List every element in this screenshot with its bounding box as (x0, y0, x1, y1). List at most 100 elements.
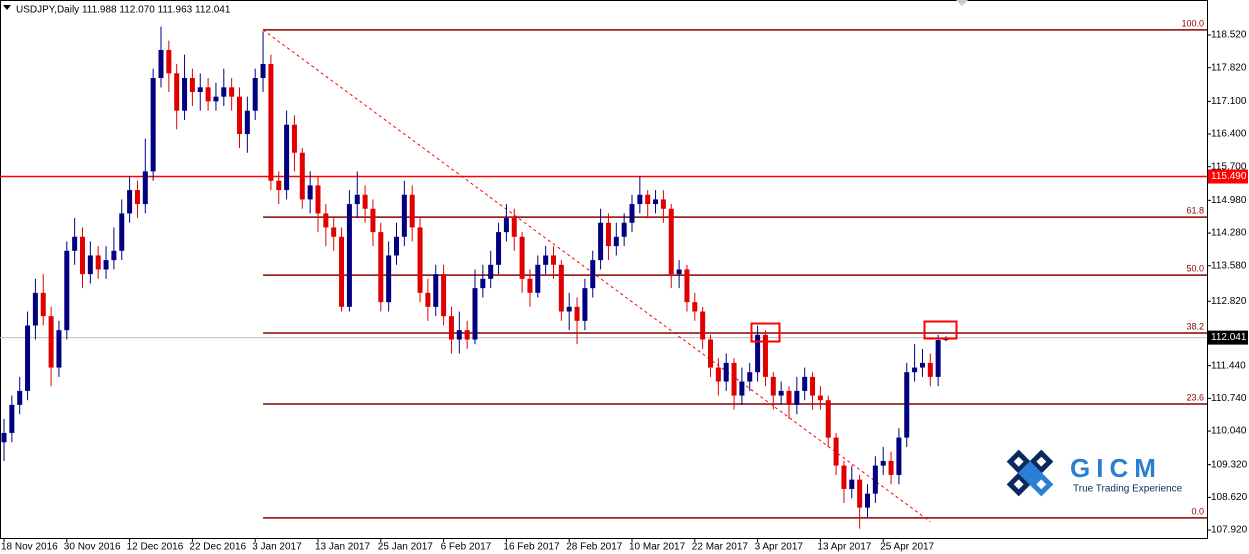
candle-body (276, 180, 282, 191)
logo-mark (1006, 449, 1054, 497)
highlight-box (923, 320, 958, 340)
candle-body (174, 73, 180, 111)
candle-body (182, 77, 188, 111)
candle-body (268, 63, 274, 181)
candle-body (9, 404, 15, 433)
candle-body (865, 493, 870, 508)
candle-body (134, 190, 140, 205)
candle-body (794, 390, 800, 405)
x-tick-label: 13 Apr 2017 (817, 542, 871, 553)
x-tick-label: 25 Apr 2017 (880, 542, 934, 553)
candle-body (40, 292, 46, 317)
candle-body (511, 218, 517, 237)
fib-label: 0.0 (1191, 506, 1204, 516)
x-tick-label: 30 Nov 2016 (64, 542, 121, 553)
candle-body (566, 306, 572, 312)
candle-body (323, 213, 329, 228)
candle-body (621, 222, 627, 237)
candle-body (354, 194, 360, 205)
y-tick-label: 107.920 (1211, 525, 1248, 536)
candle-body (433, 274, 439, 307)
fib-label: 50.0 (1186, 263, 1204, 273)
candle-body (503, 218, 509, 233)
candle-body (551, 255, 556, 265)
candle-body (166, 49, 172, 74)
candle-body (684, 269, 690, 303)
candle-body (386, 255, 392, 303)
candle-body (425, 292, 431, 307)
candle-body (629, 204, 635, 223)
candle-body (825, 400, 831, 438)
candle-body (817, 395, 823, 401)
y-tick-label: 116.400 (1211, 129, 1247, 140)
x-tick-label: 10 Mar 2017 (629, 542, 686, 553)
candle-body (637, 194, 643, 205)
candle-body (291, 124, 297, 153)
x-tick-label: 12 Dec 2016 (127, 542, 184, 553)
price-tag (1208, 169, 1248, 184)
logo: GICM True Trading Experience (1006, 449, 1183, 497)
candle-body (127, 190, 133, 214)
candle-body (582, 288, 588, 321)
candle-body (668, 208, 674, 275)
candle-body (362, 194, 368, 209)
candle-body (613, 236, 619, 247)
candle-body (700, 311, 706, 340)
candle-body (810, 376, 816, 396)
candle-body (692, 302, 698, 312)
candle-body (456, 330, 462, 340)
candle-body (95, 255, 101, 270)
candle-body (927, 362, 933, 377)
candle-body (841, 465, 847, 489)
y-tick-label: 110.040 (1211, 426, 1247, 437)
candle-body (1, 432, 7, 443)
menu-icon[interactable] (3, 5, 11, 10)
y-tick-label: 114.980 (1211, 195, 1247, 206)
candle-body (762, 334, 768, 377)
candle-body (833, 437, 839, 466)
candle-body (205, 87, 211, 102)
candle-body (394, 236, 399, 256)
candle-body (17, 390, 23, 405)
y-tick-label: 113.580 (1211, 260, 1247, 271)
candle-body (755, 334, 761, 373)
scroll-icon[interactable] (956, 0, 968, 6)
x-tick-label: 6 Feb 2017 (441, 542, 492, 553)
candle-body (25, 325, 31, 391)
candle-body (880, 460, 886, 466)
candle-body (64, 250, 70, 331)
candle-body (770, 376, 776, 396)
candle-body (543, 255, 549, 265)
candle-body (723, 362, 729, 382)
price-tag-label: 115.490 (1211, 171, 1247, 182)
candle-body (645, 194, 651, 205)
fib-label: 61.8 (1186, 206, 1204, 216)
candle-body (519, 236, 525, 279)
y-tick-label: 109.320 (1211, 459, 1248, 470)
chart-title: USDJPY,Daily 111.988 112.070 111.963 112… (16, 5, 231, 16)
price-tag-label: 112.041 (1211, 332, 1247, 343)
candle-body (111, 250, 117, 261)
candle-body (299, 152, 305, 200)
candle-body (464, 330, 470, 340)
plot-frame (0, 0, 1208, 539)
candle-body (142, 171, 148, 205)
candle-body (370, 208, 376, 233)
x-tick-label: 13 Jan 2017 (315, 542, 370, 553)
candle-body (731, 362, 737, 396)
candle-body (488, 264, 494, 279)
candle-body (660, 199, 666, 209)
candle-body (598, 222, 604, 261)
x-tick-label: 22 Mar 2017 (692, 542, 749, 553)
x-tick-label: 18 Nov 2016 (1, 542, 58, 553)
candle-body (715, 367, 721, 382)
candle-body (378, 232, 384, 303)
candle-body (472, 288, 478, 340)
y-tick-label: 112.820 (1211, 296, 1247, 307)
y-tick-label: 110.740 (1211, 393, 1247, 404)
candle-body (346, 204, 352, 307)
candle-body (574, 306, 580, 321)
candle-body (653, 199, 659, 205)
